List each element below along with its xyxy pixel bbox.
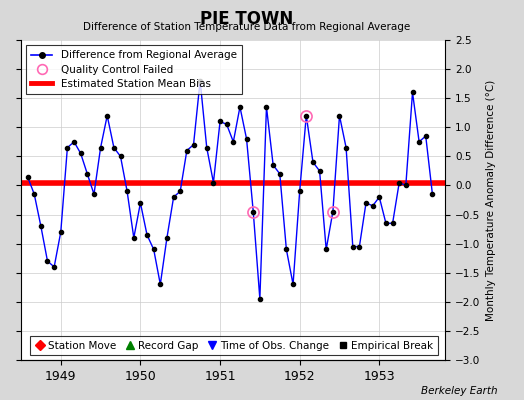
Text: Berkeley Earth: Berkeley Earth bbox=[421, 386, 498, 396]
Y-axis label: Monthly Temperature Anomaly Difference (°C): Monthly Temperature Anomaly Difference (… bbox=[486, 79, 496, 321]
Text: PIE TOWN: PIE TOWN bbox=[200, 10, 293, 28]
Text: Difference of Station Temperature Data from Regional Average: Difference of Station Temperature Data f… bbox=[83, 22, 410, 32]
Legend: Station Move, Record Gap, Time of Obs. Change, Empirical Break: Station Move, Record Gap, Time of Obs. C… bbox=[30, 336, 438, 355]
